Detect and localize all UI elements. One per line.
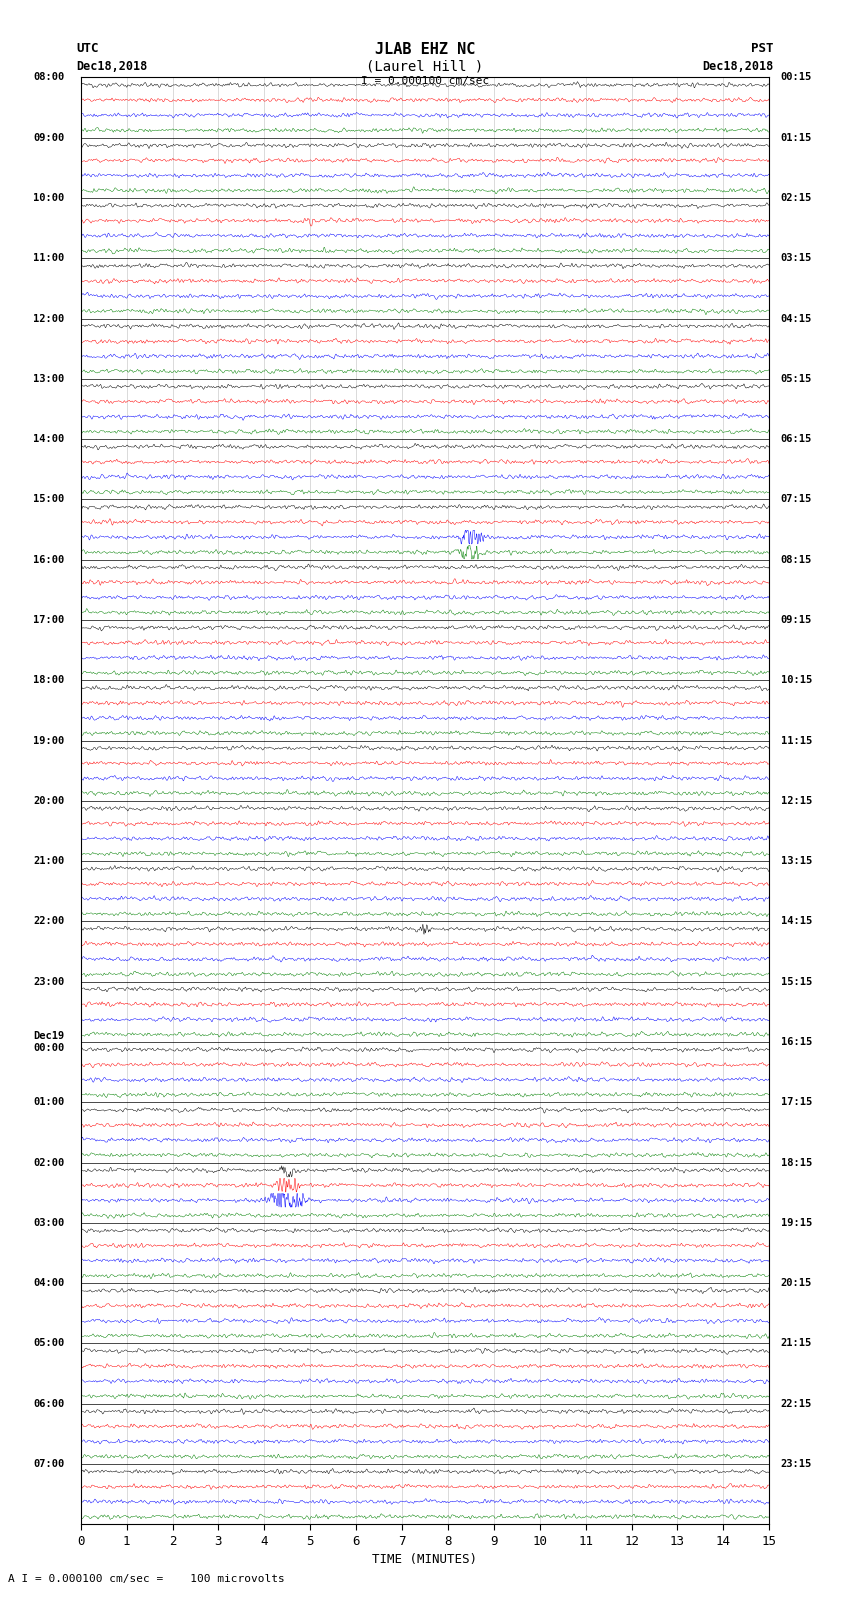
- Text: 21:15: 21:15: [780, 1339, 812, 1348]
- Text: Dec19
00:00: Dec19 00:00: [33, 1031, 65, 1053]
- Text: 12:00: 12:00: [33, 313, 65, 324]
- Text: 02:00: 02:00: [33, 1158, 65, 1168]
- Text: 06:15: 06:15: [780, 434, 812, 444]
- Text: 10:15: 10:15: [780, 676, 812, 686]
- Text: UTC: UTC: [76, 42, 99, 55]
- X-axis label: TIME (MINUTES): TIME (MINUTES): [372, 1553, 478, 1566]
- Text: 08:00: 08:00: [33, 73, 65, 82]
- Text: (Laurel Hill ): (Laurel Hill ): [366, 60, 484, 74]
- Text: Dec18,2018: Dec18,2018: [702, 60, 774, 73]
- Text: 07:15: 07:15: [780, 495, 812, 505]
- Text: 11:15: 11:15: [780, 736, 812, 745]
- Text: 20:00: 20:00: [33, 795, 65, 806]
- Text: 01:15: 01:15: [780, 132, 812, 142]
- Text: 17:15: 17:15: [780, 1097, 812, 1107]
- Text: A I = 0.000100 cm/sec =    100 microvolts: A I = 0.000100 cm/sec = 100 microvolts: [8, 1574, 286, 1584]
- Text: I = 0.000100 cm/sec: I = 0.000100 cm/sec: [361, 76, 489, 85]
- Text: 03:15: 03:15: [780, 253, 812, 263]
- Text: 23:15: 23:15: [780, 1460, 812, 1469]
- Text: 05:00: 05:00: [33, 1339, 65, 1348]
- Text: 01:00: 01:00: [33, 1097, 65, 1107]
- Text: 18:00: 18:00: [33, 676, 65, 686]
- Text: 02:15: 02:15: [780, 194, 812, 203]
- Text: 04:00: 04:00: [33, 1277, 65, 1289]
- Text: 03:00: 03:00: [33, 1218, 65, 1227]
- Text: 00:15: 00:15: [780, 73, 812, 82]
- Text: 19:00: 19:00: [33, 736, 65, 745]
- Text: 04:15: 04:15: [780, 313, 812, 324]
- Text: 20:15: 20:15: [780, 1277, 812, 1289]
- Text: 11:00: 11:00: [33, 253, 65, 263]
- Text: JLAB EHZ NC: JLAB EHZ NC: [375, 42, 475, 56]
- Text: 14:15: 14:15: [780, 916, 812, 926]
- Text: 15:00: 15:00: [33, 495, 65, 505]
- Text: 16:15: 16:15: [780, 1037, 812, 1047]
- Text: 06:00: 06:00: [33, 1398, 65, 1408]
- Text: 09:00: 09:00: [33, 132, 65, 142]
- Text: 22:15: 22:15: [780, 1398, 812, 1408]
- Text: 13:15: 13:15: [780, 857, 812, 866]
- Text: 07:00: 07:00: [33, 1460, 65, 1469]
- Text: PST: PST: [751, 42, 774, 55]
- Text: 19:15: 19:15: [780, 1218, 812, 1227]
- Text: 23:00: 23:00: [33, 977, 65, 987]
- Text: 14:00: 14:00: [33, 434, 65, 444]
- Text: 08:15: 08:15: [780, 555, 812, 565]
- Text: 09:15: 09:15: [780, 615, 812, 624]
- Text: 05:15: 05:15: [780, 374, 812, 384]
- Text: 21:00: 21:00: [33, 857, 65, 866]
- Text: Dec18,2018: Dec18,2018: [76, 60, 148, 73]
- Text: 13:00: 13:00: [33, 374, 65, 384]
- Text: 18:15: 18:15: [780, 1158, 812, 1168]
- Text: 12:15: 12:15: [780, 795, 812, 806]
- Text: 16:00: 16:00: [33, 555, 65, 565]
- Text: 22:00: 22:00: [33, 916, 65, 926]
- Text: 10:00: 10:00: [33, 194, 65, 203]
- Text: 17:00: 17:00: [33, 615, 65, 624]
- Text: 15:15: 15:15: [780, 977, 812, 987]
